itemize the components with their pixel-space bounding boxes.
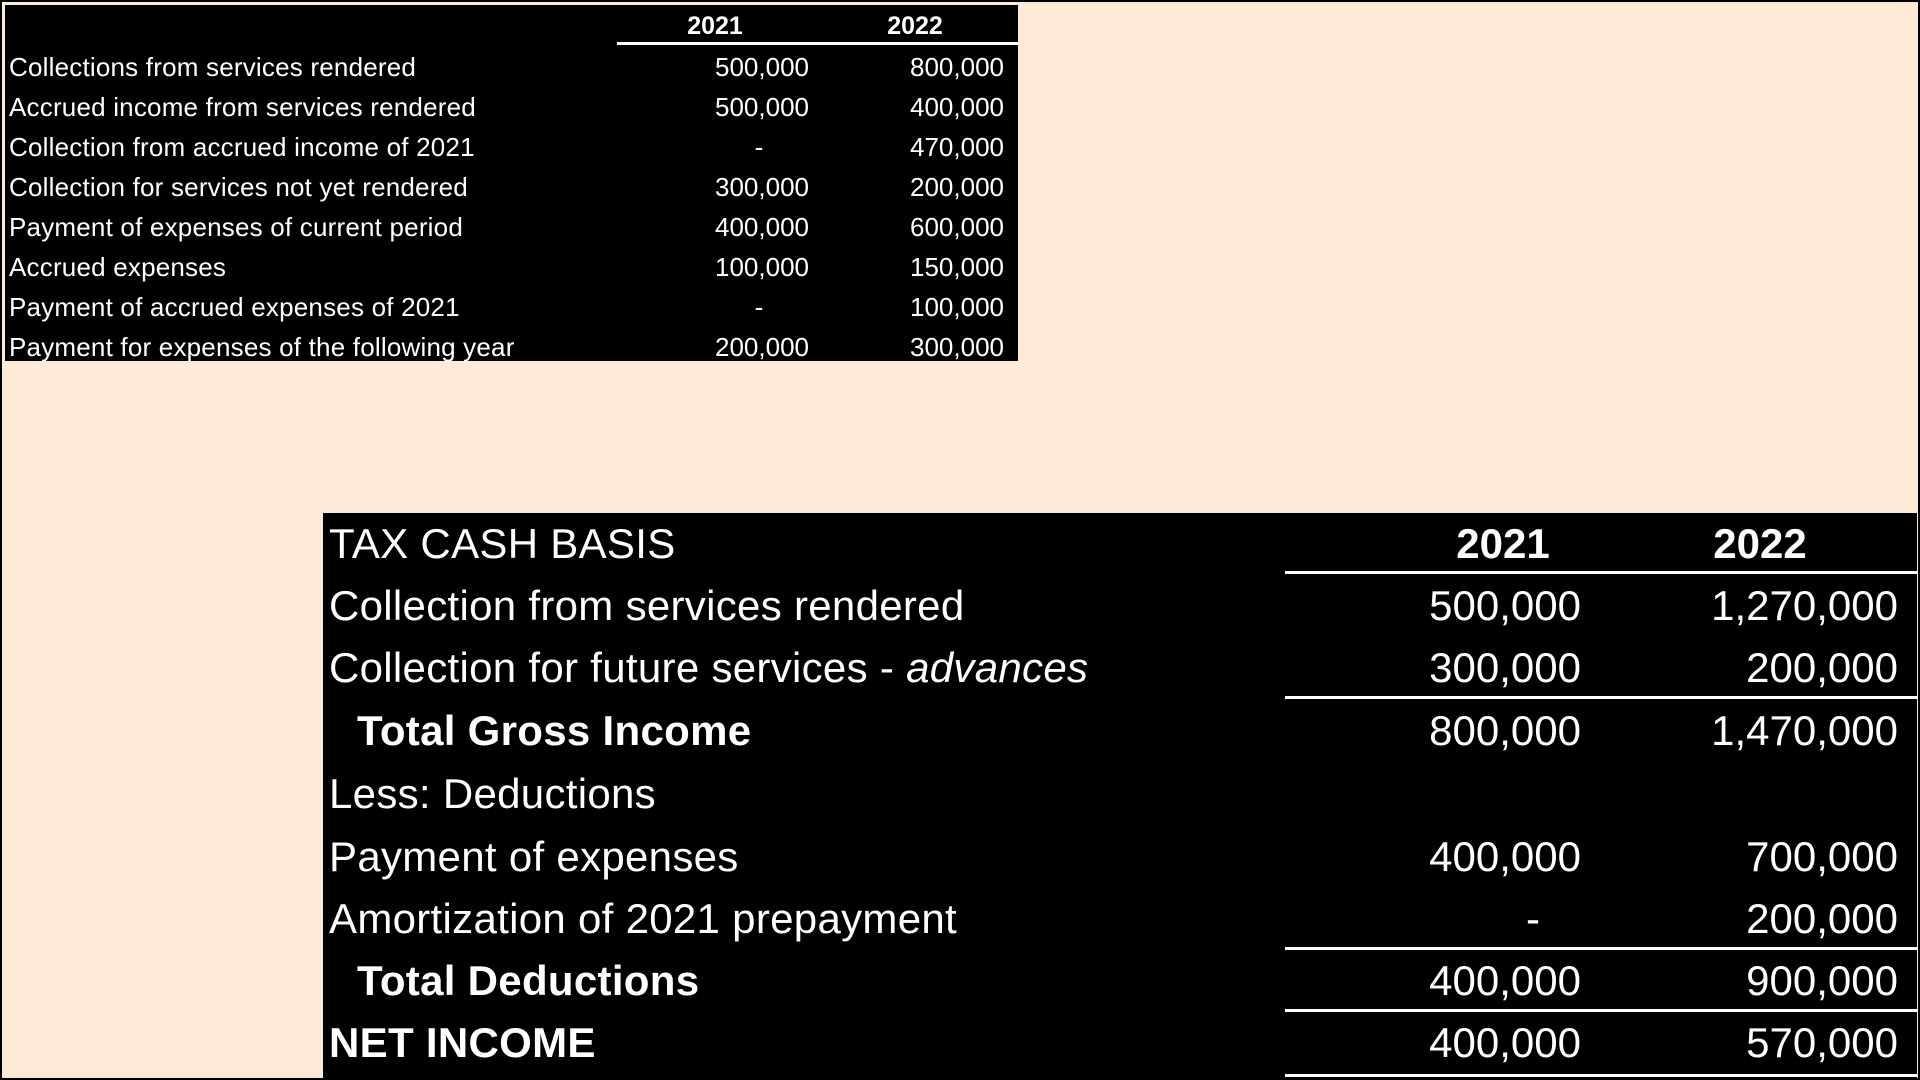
subtotal-line <box>1285 1009 1917 1012</box>
row-label: Payment of accrued expenses of 2021 <box>9 292 460 322</box>
total-row: Total Deductions 400,000 900,000 <box>323 950 1917 1012</box>
row-label: Collection from accrued income of 2021 <box>9 132 475 162</box>
value-2021: - <box>1526 895 1540 942</box>
value-2022: 600,000 <box>910 212 1004 242</box>
value-2022: 800,000 <box>910 52 1004 82</box>
value-2022: 470,000 <box>910 132 1004 162</box>
value-2021: 200,000 <box>715 332 809 362</box>
table-title: TAX CASH BASIS <box>329 520 676 567</box>
value-2022: 1,270,000 <box>1711 582 1898 629</box>
value-2022: 700,000 <box>1746 833 1898 880</box>
value-2022: 400,000 <box>910 92 1004 122</box>
table-row: Amortization of 2021 prepayment - 200,00… <box>323 888 1917 950</box>
value-2021: 400,000 <box>1429 1019 1581 1066</box>
value-2021: - <box>754 292 764 322</box>
header-underline <box>1285 571 1917 574</box>
table-header-row: TAX CASH BASIS 2021 2022 <box>323 513 1917 575</box>
value-2021: 800,000 <box>1429 707 1581 754</box>
column-header-2021: 2021 <box>687 12 743 40</box>
value-2022: 570,000 <box>1746 1019 1898 1066</box>
row-label: Collection for future services - advance… <box>329 637 1088 699</box>
total-row: Total Gross Income 800,000 1,470,000 <box>323 700 1917 762</box>
tax-cash-basis-table: TAX CASH BASIS 2021 2022 Collection from… <box>323 513 1917 1080</box>
value-2022: 1,470,000 <box>1711 707 1898 754</box>
row-label: Less: Deductions <box>329 770 656 817</box>
row-label: Collection for services not yet rendered <box>9 172 468 202</box>
net-income-row: NET INCOME 400,000 570,000 <box>323 1012 1917 1074</box>
row-label: Collection from services rendered <box>329 582 965 629</box>
subtotal-line <box>1285 696 1917 699</box>
table-row: Payment of accrued expenses of 2021 - 10… <box>5 287 1018 327</box>
column-header-2022: 2022 <box>887 12 943 40</box>
value-2022: 100,000 <box>910 292 1004 322</box>
value-2021: 500,000 <box>1429 582 1581 629</box>
value-2021: 500,000 <box>715 52 809 82</box>
value-2022: 300,000 <box>910 332 1004 362</box>
row-label: Accrued income from services rendered <box>9 92 476 122</box>
table-row: Collection from accrued income of 2021 -… <box>5 127 1018 167</box>
value-2022: 200,000 <box>910 172 1004 202</box>
table-row: Payment for expenses of the following ye… <box>5 327 1018 367</box>
table-row: Payment of expenses 400,000 700,000 <box>323 826 1917 888</box>
value-2022: 200,000 <box>1746 895 1898 942</box>
value-2021: 400,000 <box>1429 957 1581 1004</box>
row-label: Amortization of 2021 prepayment <box>329 895 957 942</box>
header-underline <box>617 42 1018 45</box>
table-row: Collections from services rendered 500,0… <box>5 47 1018 87</box>
value-2021: - <box>754 132 764 162</box>
value-2021: 300,000 <box>1429 644 1581 691</box>
row-label: NET INCOME <box>329 1019 596 1066</box>
source-data-table: 2021 2022 Collections from services rend… <box>5 5 1018 362</box>
value-2021: 400,000 <box>1429 833 1581 880</box>
table-row: Collection for future services - advance… <box>323 637 1917 699</box>
table-row: Accrued income from services rendered 50… <box>5 87 1018 127</box>
table-row: Payment of expenses of current period 40… <box>5 207 1018 247</box>
row-label: Accrued expenses <box>9 252 227 282</box>
column-header-2022: 2022 <box>1713 520 1807 567</box>
table-row: Collection from services rendered 500,00… <box>323 575 1917 637</box>
table-row: Collection for services not yet rendered… <box>5 167 1018 207</box>
row-label: Collections from services rendered <box>9 52 417 82</box>
table-row: Accrued expenses 100,000 150,000 <box>5 247 1018 287</box>
value-2021: 500,000 <box>715 92 809 122</box>
row-label: Payment for expenses of the following ye… <box>9 332 515 362</box>
row-label: Payment of expenses of current period <box>9 212 463 242</box>
value-2022: 150,000 <box>910 252 1004 282</box>
row-label: Payment of expenses <box>329 833 739 880</box>
value-2021: 400,000 <box>715 212 809 242</box>
section-row: Less: Deductions <box>323 763 1917 825</box>
row-label-italic: advances <box>906 644 1089 691</box>
value-2021: 100,000 <box>715 252 809 282</box>
value-2022: 200,000 <box>1746 644 1898 691</box>
column-header-2021: 2021 <box>1456 520 1550 567</box>
subtotal-line <box>1285 947 1917 950</box>
value-2021: 300,000 <box>715 172 809 202</box>
double-underline <box>1285 1074 1917 1077</box>
row-label-main: Collection for future services - <box>329 644 907 691</box>
row-label: Total Deductions <box>357 957 700 1004</box>
row-label: Total Gross Income <box>357 707 752 754</box>
value-2022: 900,000 <box>1746 957 1898 1004</box>
